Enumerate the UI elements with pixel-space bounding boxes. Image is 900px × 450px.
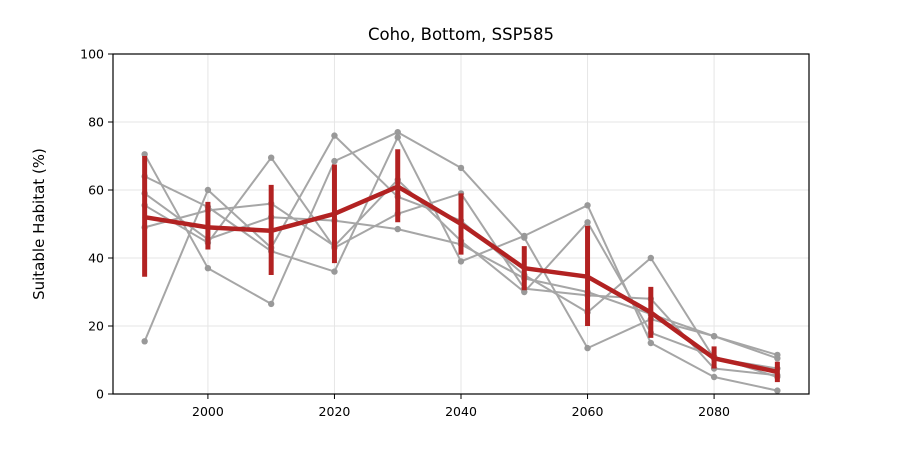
member-point [141, 338, 148, 345]
y-tick-label: 60 [88, 183, 104, 198]
x-tick-label: 2020 [319, 404, 351, 419]
x-tick-label: 2080 [698, 404, 730, 419]
member-point [267, 300, 275, 308]
member-point [331, 157, 338, 165]
x-tick-label: 2000 [192, 404, 224, 419]
member-point [774, 387, 781, 394]
member-point [204, 265, 212, 272]
member-point [141, 151, 148, 158]
member-point [394, 129, 401, 136]
mean-line [142, 184, 780, 375]
member-point [647, 339, 655, 347]
member-point [457, 258, 465, 265]
y-tick-label: 20 [88, 319, 104, 334]
chart-title: Coho, Bottom, SSP585 [368, 25, 554, 44]
member-point [394, 134, 401, 141]
member-point [584, 219, 591, 226]
member-point [584, 344, 591, 352]
y-tick-label: 100 [80, 47, 104, 62]
member-point [394, 225, 401, 233]
member-point [457, 164, 465, 172]
member-point [774, 351, 781, 359]
y-tick-label: 80 [88, 115, 104, 130]
member-point [710, 373, 718, 381]
x-tick-label: 2060 [572, 404, 604, 419]
member-point [204, 186, 212, 194]
member-point [584, 202, 591, 209]
x-tick-label: 2040 [445, 404, 477, 419]
member-point [331, 132, 338, 139]
y-axis-label: Suitable Habitat (%) [30, 148, 48, 300]
member-point [647, 254, 655, 262]
member-point [521, 232, 528, 240]
member-point [710, 333, 718, 340]
member-point [331, 268, 338, 275]
y-tick-label: 0 [96, 387, 104, 402]
y-tick-label: 40 [88, 251, 104, 266]
member-point [267, 154, 275, 161]
